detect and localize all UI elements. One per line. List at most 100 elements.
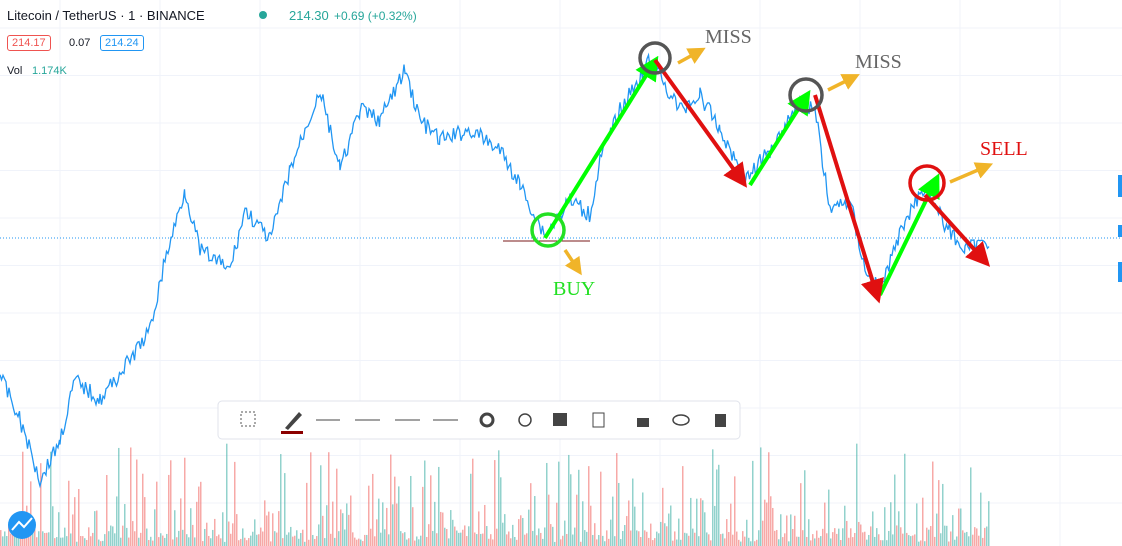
clone[interactable] bbox=[592, 412, 605, 428]
volume-bar bbox=[868, 534, 870, 546]
layers[interactable] bbox=[553, 413, 567, 426]
volume-bar bbox=[292, 536, 294, 546]
symbol: Litecoin / TetherUS · 1 · BINANCE bbox=[7, 8, 205, 23]
volume-bar bbox=[708, 534, 710, 546]
volume-bar bbox=[634, 506, 636, 546]
volume-bar bbox=[690, 497, 692, 546]
volume-bar bbox=[308, 539, 310, 546]
volume-bar bbox=[270, 541, 272, 546]
volume-bar bbox=[640, 537, 642, 546]
volume-bar bbox=[34, 524, 36, 546]
volume-bar bbox=[8, 524, 10, 546]
volume-bar bbox=[900, 527, 902, 546]
volume-bar bbox=[750, 541, 752, 546]
volume-bar bbox=[888, 530, 890, 546]
volume-bar bbox=[116, 496, 118, 546]
volume-bar bbox=[372, 473, 374, 546]
volume-bar bbox=[234, 461, 236, 546]
volume-bar bbox=[674, 531, 676, 546]
volume-bar bbox=[134, 531, 136, 546]
volume-bar bbox=[406, 539, 408, 546]
volume-bar bbox=[798, 536, 800, 546]
volume-bar bbox=[336, 468, 338, 546]
volume-bar bbox=[756, 539, 758, 546]
delete[interactable] bbox=[715, 414, 726, 427]
volume-bar bbox=[606, 530, 608, 546]
volume-bar bbox=[704, 512, 706, 546]
volume-bar bbox=[694, 532, 696, 546]
volume-bar bbox=[62, 537, 64, 546]
pointer bbox=[677, 47, 706, 65]
volume-bar bbox=[312, 534, 314, 546]
volume-bar bbox=[138, 537, 140, 546]
volume-bar bbox=[106, 475, 108, 546]
volume-bar bbox=[460, 532, 462, 546]
volume-bar bbox=[214, 518, 216, 546]
volume-bar bbox=[54, 538, 56, 546]
volume-bar bbox=[686, 533, 688, 546]
volume-bar bbox=[906, 532, 908, 546]
lock[interactable] bbox=[637, 418, 649, 427]
volume-bar bbox=[864, 531, 866, 546]
volume-bar bbox=[650, 523, 652, 546]
volume-bar bbox=[244, 537, 246, 546]
volume-bar bbox=[632, 478, 634, 546]
volume-bar bbox=[498, 450, 500, 546]
volume-bar bbox=[220, 538, 222, 546]
ask[interactable]: 214.24 bbox=[100, 35, 144, 51]
volume-bar bbox=[136, 459, 138, 546]
volume-bar bbox=[66, 536, 68, 546]
volume-bar bbox=[836, 533, 838, 546]
volume-bar bbox=[682, 466, 684, 546]
settings[interactable] bbox=[479, 412, 495, 428]
volume-bar bbox=[480, 533, 482, 546]
volume-bar bbox=[296, 530, 298, 546]
volume-bar bbox=[180, 498, 182, 546]
volume-bar bbox=[276, 532, 278, 546]
volume-bar bbox=[246, 540, 248, 546]
volume-bar bbox=[568, 454, 570, 546]
volume-bar bbox=[608, 538, 610, 546]
volume-bar bbox=[544, 527, 546, 546]
select-tool[interactable] bbox=[240, 411, 256, 427]
volume-bar bbox=[444, 527, 446, 546]
bid[interactable]: 214.17 bbox=[7, 35, 51, 51]
volume-bar bbox=[108, 531, 110, 546]
volume-bar bbox=[862, 532, 864, 546]
volume-bar bbox=[236, 514, 238, 546]
volume-bar bbox=[258, 534, 260, 546]
volume-bar bbox=[768, 452, 770, 546]
volume-bar bbox=[408, 538, 410, 546]
volume-bar bbox=[90, 536, 92, 546]
volume-bar bbox=[132, 521, 134, 546]
volume-bar bbox=[370, 528, 372, 546]
volume-label: Vol bbox=[7, 65, 23, 77]
volume-bar bbox=[944, 525, 946, 546]
volume-bar bbox=[936, 513, 938, 546]
pen-tool[interactable] bbox=[285, 412, 302, 430]
volume-bar bbox=[774, 530, 776, 546]
alert[interactable] bbox=[518, 413, 532, 427]
hide[interactable] bbox=[672, 414, 690, 426]
volume-bar bbox=[796, 536, 798, 546]
volume-bar bbox=[404, 532, 406, 546]
volume-bar bbox=[848, 537, 850, 546]
volume-bar bbox=[548, 494, 550, 546]
volume-bar bbox=[746, 519, 748, 546]
volume-bar bbox=[664, 523, 666, 546]
up-arrow bbox=[748, 89, 811, 187]
volume-bar bbox=[298, 538, 300, 546]
volume-bar bbox=[438, 466, 440, 546]
volume-bar bbox=[506, 534, 508, 546]
volume-bar bbox=[320, 465, 322, 546]
volume-bar bbox=[242, 528, 244, 546]
volume-bar bbox=[42, 531, 44, 546]
volume-bar bbox=[346, 503, 348, 546]
volume-bar bbox=[168, 474, 170, 546]
volume-bar bbox=[464, 525, 466, 546]
volume-bar bbox=[626, 516, 628, 546]
volume-bar bbox=[670, 505, 672, 546]
volume-bar bbox=[230, 533, 232, 546]
volume-bar bbox=[186, 534, 188, 546]
